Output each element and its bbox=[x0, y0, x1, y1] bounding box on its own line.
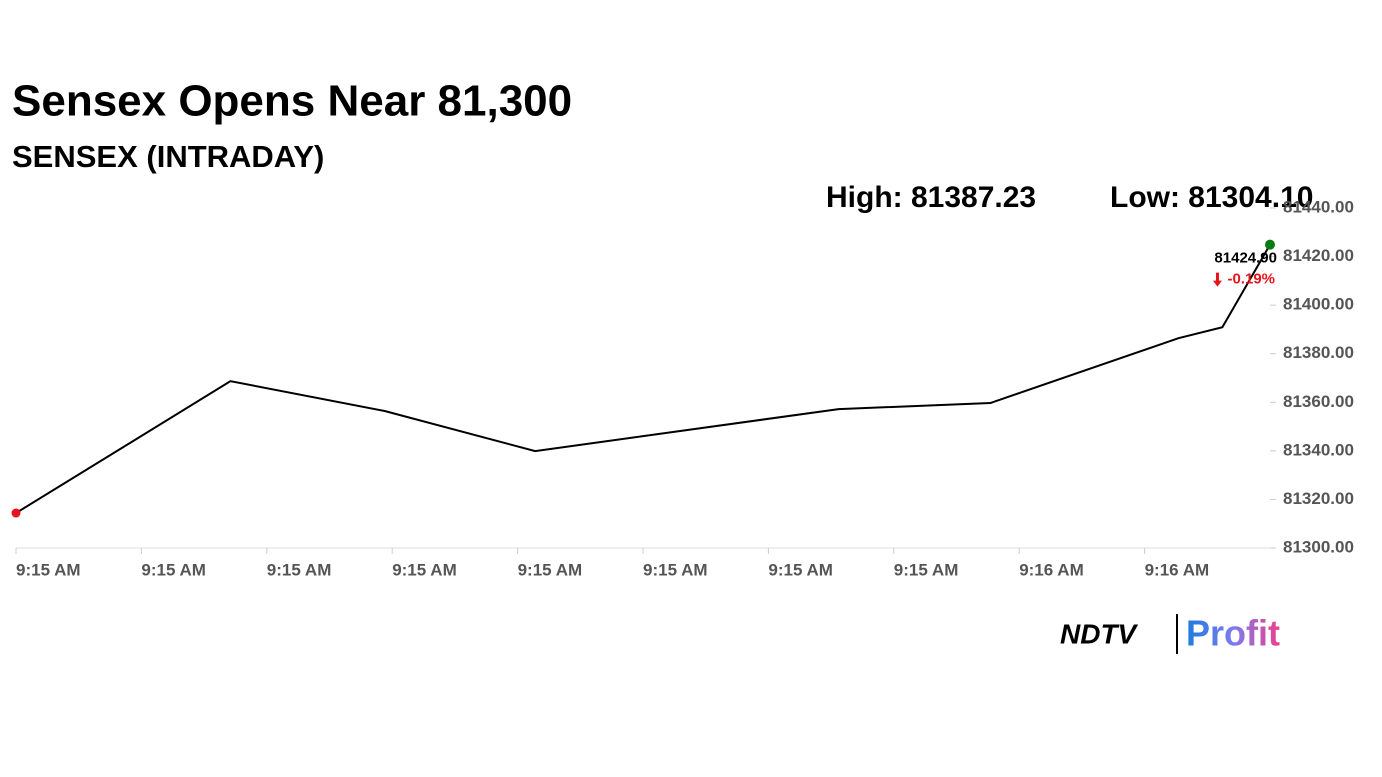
x-tick-label: 9:15 AM bbox=[392, 560, 457, 579]
y-tick-label: 81320.00 bbox=[1283, 489, 1354, 508]
y-tick-label: 81340.00 bbox=[1283, 440, 1354, 459]
chart-title: Sensex Opens Near 81,300 bbox=[12, 77, 572, 126]
y-tick-label: 81300.00 bbox=[1283, 537, 1354, 556]
y-tick-label: 81400.00 bbox=[1283, 295, 1354, 314]
start-dot bbox=[11, 508, 21, 518]
y-tick-label: 81360.00 bbox=[1283, 392, 1354, 411]
chart-subtitle: SENSEX (INTRADAY) bbox=[12, 139, 324, 174]
y-tick-label: 81380.00 bbox=[1283, 343, 1354, 362]
price-line bbox=[15, 244, 1271, 514]
x-tick-label: 9:15 AM bbox=[16, 560, 81, 579]
high-label: High: 81387.23 bbox=[826, 181, 1036, 214]
y-tick-label: 81420.00 bbox=[1283, 246, 1354, 265]
change-arrow bbox=[1212, 272, 1222, 287]
change-label: -0.19% bbox=[1227, 271, 1275, 288]
end-dot bbox=[1265, 239, 1275, 250]
x-tick-label: 9:15 AM bbox=[894, 560, 959, 579]
x-tick-label: 9:15 AM bbox=[518, 560, 583, 579]
low-label: Low: 81304.10 bbox=[1110, 181, 1313, 214]
brand-profit: Profit bbox=[1186, 613, 1280, 654]
y-tick-label: 81440.00 bbox=[1283, 197, 1354, 216]
x-tick-label: 9:15 AM bbox=[643, 560, 708, 579]
x-tick-label: 9:16 AM bbox=[1019, 560, 1084, 579]
x-tick-label: 9:15 AM bbox=[768, 560, 833, 579]
brand-ndtv: NDTV bbox=[1060, 618, 1139, 649]
last-value-label: 81424.90 bbox=[1214, 250, 1277, 267]
x-tick-label: 9:15 AM bbox=[267, 560, 332, 579]
x-tick-label: 9:15 AM bbox=[141, 560, 206, 579]
x-tick-label: 9:16 AM bbox=[1145, 560, 1210, 579]
